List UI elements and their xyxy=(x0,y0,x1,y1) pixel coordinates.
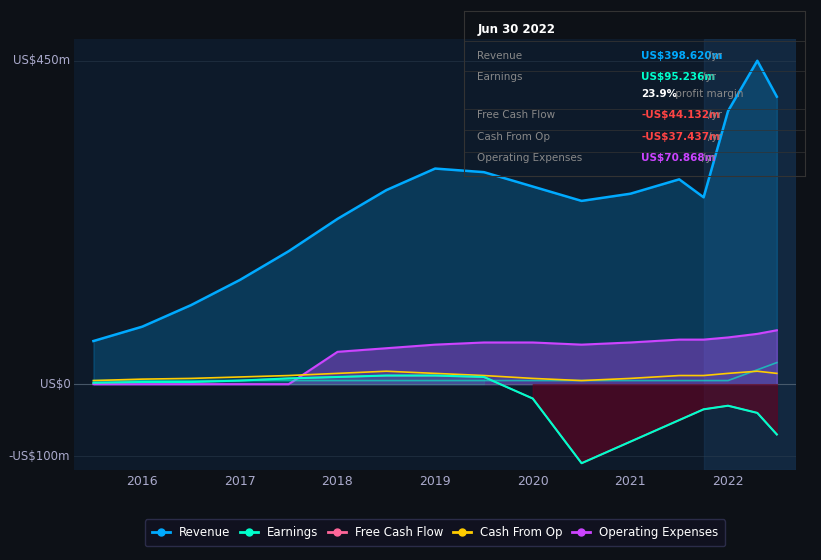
Text: -US$100m: -US$100m xyxy=(9,450,71,463)
Text: profit margin: profit margin xyxy=(672,89,743,99)
Text: Operating Expenses: Operating Expenses xyxy=(478,153,583,163)
Text: US$398.620m: US$398.620m xyxy=(641,51,722,61)
Text: US$0: US$0 xyxy=(39,377,71,391)
Text: Jun 30 2022: Jun 30 2022 xyxy=(478,23,556,36)
Text: Revenue: Revenue xyxy=(478,51,523,61)
Text: /yr: /yr xyxy=(709,132,722,142)
Text: /yr: /yr xyxy=(709,110,722,120)
Text: US$70.868m: US$70.868m xyxy=(641,153,716,163)
Text: 23.9%: 23.9% xyxy=(641,89,677,99)
Text: -US$37.437m: -US$37.437m xyxy=(641,132,720,142)
Text: /yr: /yr xyxy=(709,51,722,61)
Text: Free Cash Flow: Free Cash Flow xyxy=(478,110,556,120)
Text: Cash From Op: Cash From Op xyxy=(478,132,551,142)
Text: -US$44.132m: -US$44.132m xyxy=(641,110,720,120)
Bar xyxy=(704,39,796,470)
Text: /yr: /yr xyxy=(702,153,717,163)
Text: Earnings: Earnings xyxy=(478,72,523,82)
Text: /yr: /yr xyxy=(702,72,717,82)
Legend: Revenue, Earnings, Free Cash Flow, Cash From Op, Operating Expenses: Revenue, Earnings, Free Cash Flow, Cash … xyxy=(144,519,726,547)
Text: US$95.236m: US$95.236m xyxy=(641,72,715,82)
Text: US$450m: US$450m xyxy=(13,54,71,67)
